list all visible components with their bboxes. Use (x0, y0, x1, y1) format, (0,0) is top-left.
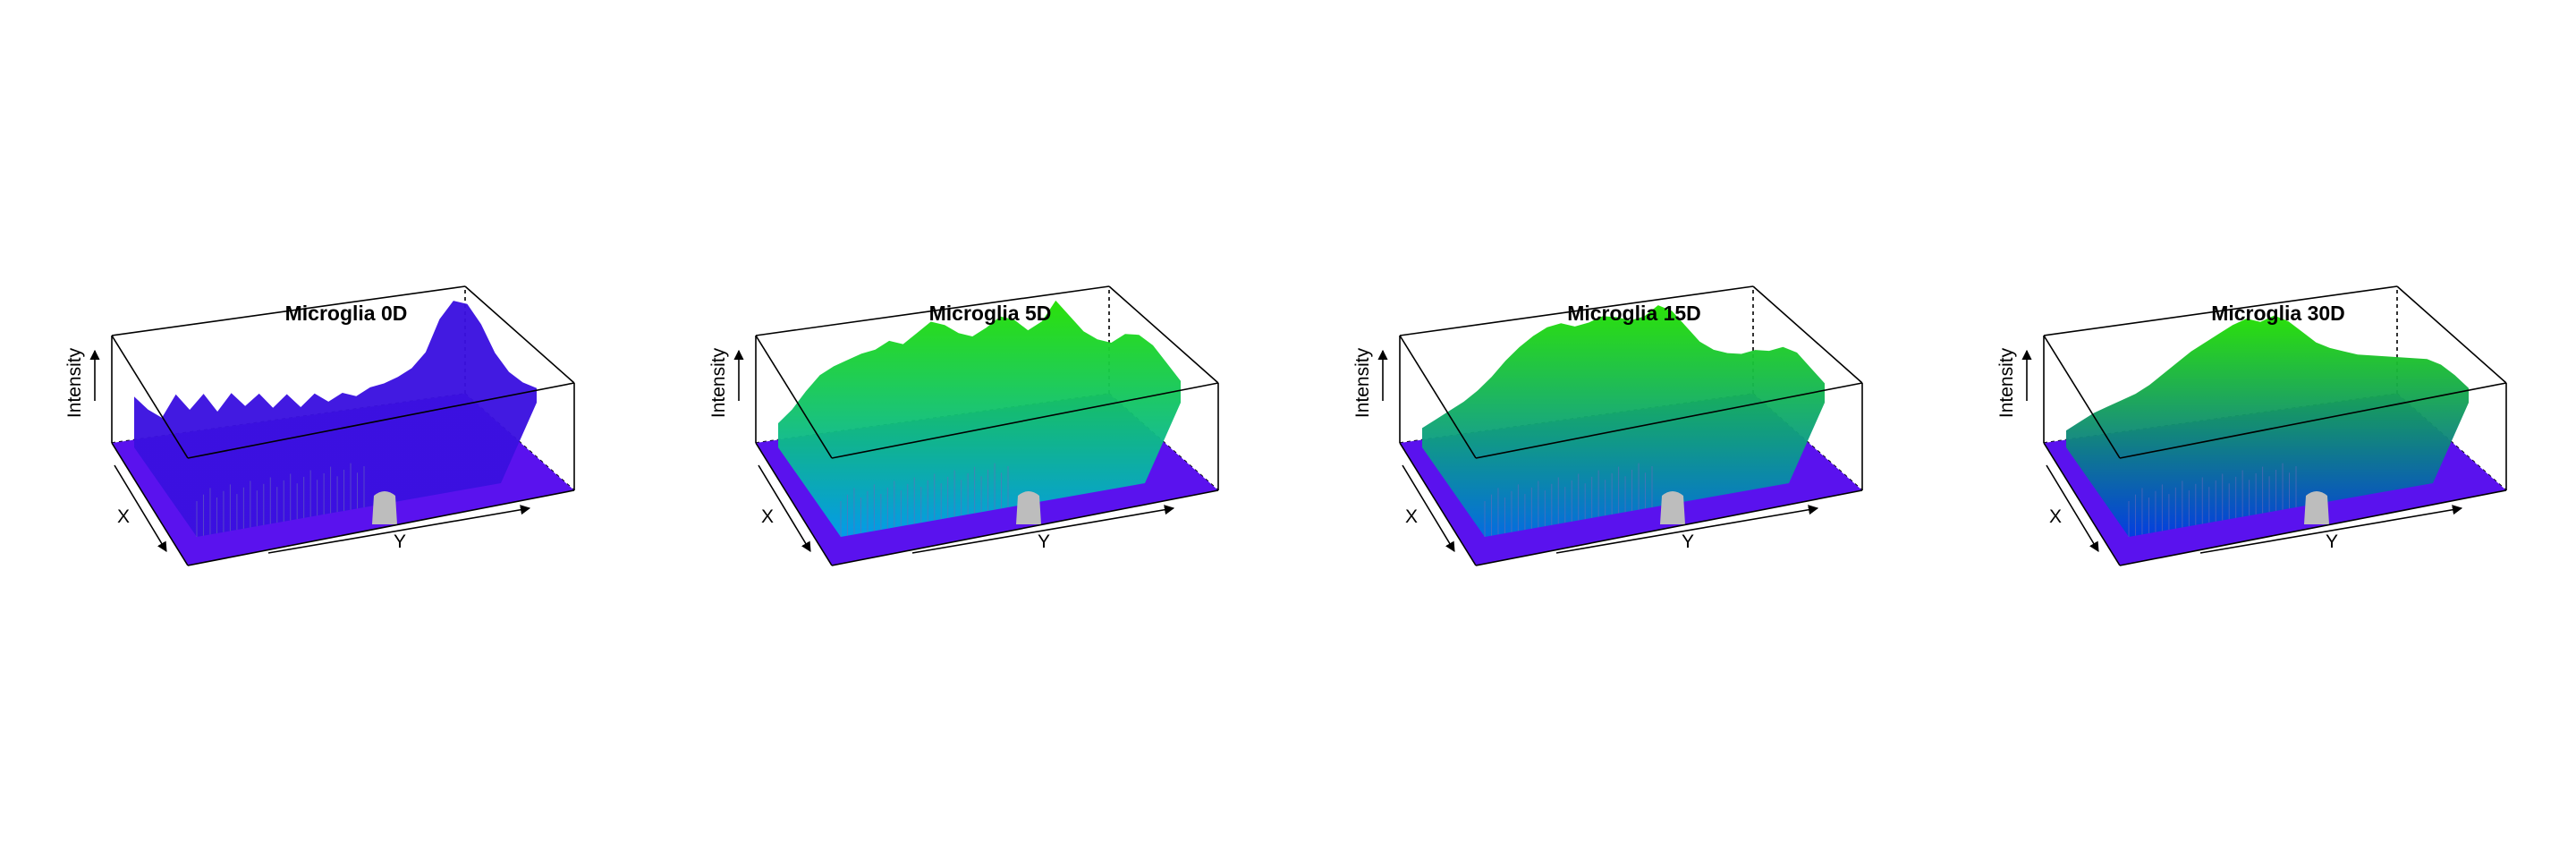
y-axis-arrow (267, 505, 531, 554)
box-edge (831, 382, 1219, 459)
box-edge (111, 335, 189, 459)
y-axis-label: Y (394, 532, 406, 552)
intensity-surface (134, 301, 537, 537)
box-edge (1399, 442, 1477, 566)
intensity-surface (1422, 305, 1825, 537)
intensity-surface (778, 300, 1181, 537)
box-edge (1399, 335, 1477, 459)
box-edge (1399, 285, 1754, 336)
box-edge (2043, 285, 2398, 336)
panel-title: Microglia 15D (1567, 302, 1701, 325)
masked-region (1660, 491, 1685, 524)
box-edge (1475, 382, 1863, 459)
y-axis-arrow (2199, 505, 2463, 554)
box-edge (755, 442, 833, 566)
surface-panel-0: Microglia 0D Intensity X Y (64, 285, 575, 566)
y-axis-label: Y (2326, 532, 2338, 552)
box-edge (831, 489, 1219, 566)
masked-region (2304, 491, 2329, 524)
box-edge (187, 489, 575, 566)
x-axis-label: X (2049, 506, 2062, 527)
box-edge (1752, 285, 1863, 384)
x-axis-label: X (117, 506, 130, 527)
box-edge (111, 442, 189, 566)
z-axis-label: Intensity (708, 347, 729, 418)
panel-title: Microglia 30D (2211, 302, 2345, 325)
box-edge (111, 285, 466, 336)
x-axis-arrow (758, 464, 811, 552)
x-axis-arrow (2046, 464, 2099, 552)
surface-panel-1: Microglia 5D Intensity X Y (708, 285, 1219, 566)
x-axis-label: X (761, 506, 774, 527)
box-edge (2396, 285, 2507, 384)
z-axis-label: Intensity (1996, 347, 2017, 418)
x-axis-label: X (1405, 506, 1418, 527)
panel-title: Microglia 0D (285, 302, 408, 325)
box-edge (1108, 285, 1219, 384)
box-edge (2119, 489, 2507, 566)
panel-title: Microglia 5D (929, 302, 1052, 325)
box-edge (1475, 489, 1863, 566)
box-edge (187, 382, 575, 459)
surface-panel-2: Microglia 15D Intensity X Y (1352, 285, 1863, 566)
masked-region (372, 491, 397, 524)
masked-region (1016, 491, 1041, 524)
y-axis-arrow (1555, 505, 1819, 554)
box-edge (464, 285, 575, 384)
z-axis-label: Intensity (64, 347, 85, 418)
x-axis-arrow (114, 464, 167, 552)
box-edge (755, 335, 833, 459)
intensity-surface (2066, 315, 2469, 537)
y-axis-label: Y (1682, 532, 1694, 552)
z-axis-label: Intensity (1352, 347, 1373, 418)
box-edge (2119, 382, 2507, 459)
x-axis-arrow (1402, 464, 1455, 552)
y-axis-arrow (911, 505, 1175, 554)
box-edge (755, 285, 1110, 336)
surface-panel-3: Microglia 30D Intensity X Y (1996, 285, 2507, 566)
box-edge (2043, 442, 2121, 566)
box-edge (2043, 335, 2121, 459)
y-axis-label: Y (1038, 532, 1050, 552)
